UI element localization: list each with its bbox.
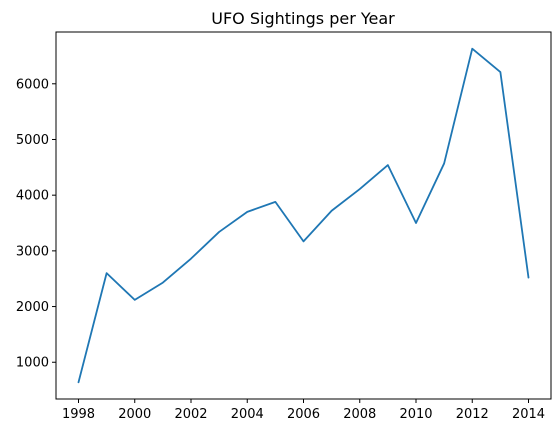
x-tick-label: 1998 xyxy=(62,407,95,422)
y-axis: 1000 2000 3000 4000 5000 6000 xyxy=(16,77,56,371)
x-tick-label: 2014 xyxy=(512,407,545,422)
y-tick-label: 1000 xyxy=(16,356,49,371)
chart-title: UFO Sightings per Year xyxy=(211,9,395,28)
y-tick-label: 3000 xyxy=(16,244,49,259)
x-tick-label: 2010 xyxy=(399,407,432,422)
x-tick-label: 2012 xyxy=(456,407,489,422)
x-tick-label: 2004 xyxy=(231,407,264,422)
y-tick-label: 2000 xyxy=(16,300,49,315)
y-tick-label: 6000 xyxy=(16,77,49,92)
x-tick-label: 2006 xyxy=(287,407,320,422)
series-line xyxy=(77,47,530,384)
x-tick-label: 2002 xyxy=(174,407,207,422)
x-axis: 1998 2000 2002 2004 2006 2008 2010 2012 2014 xyxy=(62,399,545,422)
y-tick-label: 4000 xyxy=(16,189,49,204)
x-tick-label: 2000 xyxy=(118,407,151,422)
y-tick-label: 5000 xyxy=(16,133,49,148)
plot-area-frame xyxy=(55,31,552,400)
x-tick-label: 2008 xyxy=(343,407,376,422)
